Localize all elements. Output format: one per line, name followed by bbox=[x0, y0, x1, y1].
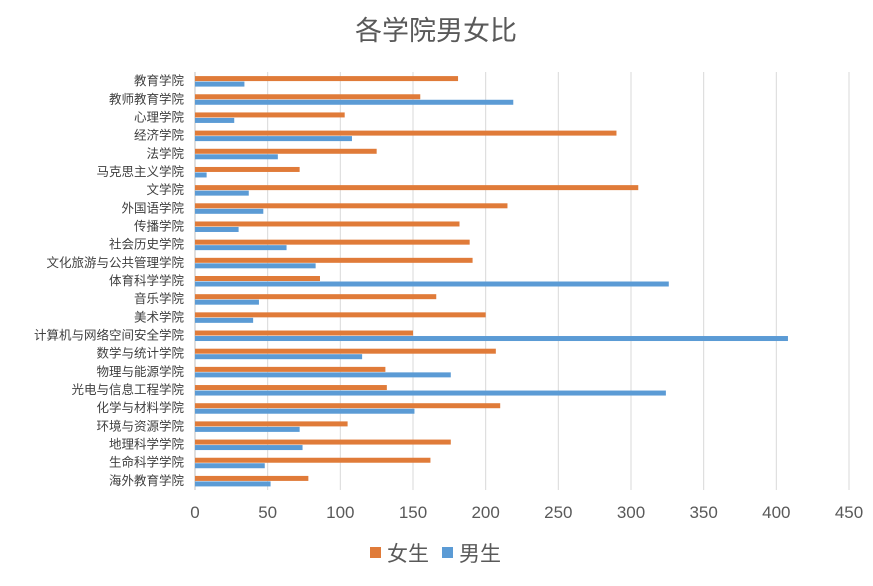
bar-female bbox=[195, 148, 377, 154]
bar-female bbox=[195, 203, 508, 209]
category-label: 地理科学学院 bbox=[109, 437, 185, 452]
category-label: 心理学院 bbox=[134, 109, 185, 124]
bar-male bbox=[195, 190, 249, 196]
category-label: 音乐学院 bbox=[134, 291, 185, 306]
category-label: 海外教育学院 bbox=[109, 473, 185, 488]
bar-female bbox=[195, 421, 348, 427]
category-label: 光电与信息工程学院 bbox=[71, 382, 184, 397]
legend-label: 女生 bbox=[387, 542, 429, 566]
x-tick-label: 300 bbox=[617, 503, 645, 522]
bar-female bbox=[195, 112, 345, 118]
bar-female bbox=[195, 76, 459, 82]
bar-male bbox=[195, 336, 788, 342]
category-label: 教师教育学院 bbox=[109, 91, 185, 106]
category-label: 美术学院 bbox=[134, 309, 185, 324]
category-label: 马克思主义学院 bbox=[96, 164, 184, 179]
bar-male bbox=[195, 426, 300, 432]
bar-female bbox=[195, 166, 300, 172]
category-label: 体育科学学院 bbox=[109, 273, 185, 288]
bar-male bbox=[195, 208, 264, 214]
bar-male bbox=[195, 299, 259, 305]
bar-female bbox=[195, 257, 473, 263]
category-label: 计算机与网络空间安全学院 bbox=[34, 328, 185, 343]
bar-male bbox=[195, 263, 316, 269]
bar-male bbox=[195, 281, 669, 287]
bar-female bbox=[195, 457, 431, 463]
bar-female bbox=[195, 221, 460, 227]
bar-female bbox=[195, 94, 421, 100]
bar-female bbox=[195, 130, 617, 136]
category-label: 生命科学学院 bbox=[109, 455, 185, 470]
bar-female bbox=[195, 475, 309, 481]
legend-label: 男生 bbox=[459, 542, 501, 566]
bar-male bbox=[195, 481, 271, 487]
bar-male bbox=[195, 245, 287, 251]
bar-female bbox=[195, 294, 437, 300]
bar-male bbox=[195, 226, 239, 232]
bar-male bbox=[195, 99, 514, 105]
bar-male bbox=[195, 408, 415, 414]
x-tick-label: 0 bbox=[190, 503, 199, 522]
bar-male bbox=[195, 445, 303, 451]
category-label: 外国语学院 bbox=[121, 200, 184, 215]
bar-female bbox=[195, 276, 320, 281]
category-label: 法学院 bbox=[146, 146, 184, 161]
bar-male bbox=[195, 81, 245, 87]
category-label: 传播学院 bbox=[134, 218, 185, 233]
bar-male bbox=[195, 317, 254, 323]
bar-male bbox=[195, 372, 451, 378]
category-label: 物理与能源学院 bbox=[96, 364, 184, 379]
x-tick-label: 400 bbox=[762, 503, 790, 522]
bar-female bbox=[195, 330, 413, 336]
bar-male bbox=[195, 172, 207, 178]
bar-female bbox=[195, 439, 451, 445]
bar-male bbox=[195, 154, 278, 160]
x-tick-label: 200 bbox=[471, 503, 499, 522]
bar-female bbox=[195, 385, 387, 391]
x-tick-label: 100 bbox=[326, 503, 354, 522]
bar-male bbox=[195, 390, 666, 396]
category-label: 教育学院 bbox=[134, 73, 185, 88]
bar-female bbox=[195, 312, 486, 318]
category-label: 环境与资源学院 bbox=[96, 418, 184, 433]
bar-male bbox=[195, 463, 265, 469]
bar-male bbox=[195, 354, 363, 360]
x-tick-label: 450 bbox=[835, 503, 863, 522]
x-tick-label: 350 bbox=[689, 503, 717, 522]
bar-female bbox=[195, 239, 470, 245]
category-label: 文学院 bbox=[146, 182, 184, 197]
x-tick-label: 250 bbox=[544, 503, 572, 522]
legend-swatch bbox=[370, 547, 381, 558]
legend-swatch bbox=[442, 547, 453, 558]
category-label: 经济学院 bbox=[134, 128, 185, 143]
bar-female bbox=[195, 185, 639, 191]
bar-female bbox=[195, 403, 501, 409]
chart-title: 各学院男女比 bbox=[355, 16, 517, 47]
category-label: 文化旅游与公共管理学院 bbox=[46, 255, 184, 270]
x-tick-label: 50 bbox=[258, 503, 277, 522]
bar-female bbox=[195, 366, 386, 372]
bar-female bbox=[195, 348, 496, 354]
bar-male bbox=[195, 117, 235, 123]
category-label: 社会历史学院 bbox=[109, 237, 185, 252]
bar-male bbox=[195, 136, 352, 142]
x-tick-label: 150 bbox=[399, 503, 427, 522]
category-label: 化学与材料学院 bbox=[96, 400, 184, 415]
category-label: 数学与统计学院 bbox=[96, 346, 184, 361]
